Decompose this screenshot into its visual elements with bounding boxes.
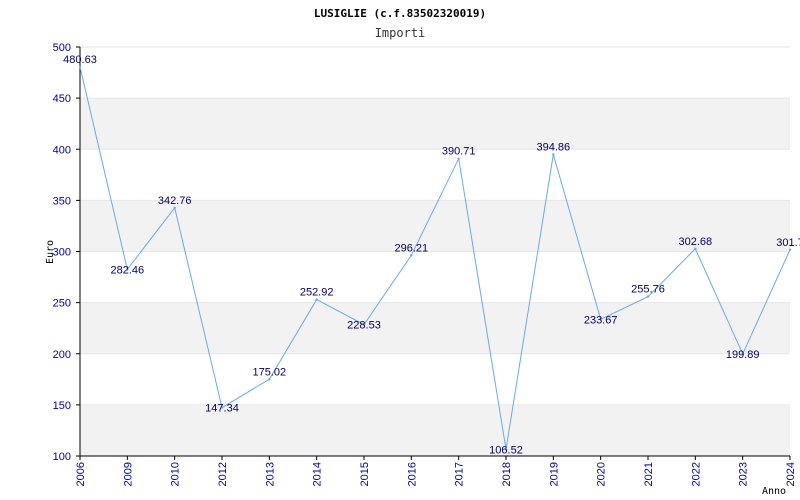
y-tick-label: 200 <box>53 349 71 361</box>
x-tick-label: 2017 <box>454 462 466 486</box>
data-label: 228.53 <box>347 320 381 332</box>
data-point <box>694 247 697 250</box>
data-label: 296.21 <box>395 242 429 254</box>
data-point <box>362 323 366 326</box>
data-label: 199.89 <box>726 349 760 361</box>
plot-background-bands <box>80 98 790 456</box>
y-tick-label: 500 <box>53 42 71 54</box>
y-tick-label: 250 <box>53 298 71 310</box>
x-tick-label: 2022 <box>690 462 702 486</box>
chart-subtitle: Importi <box>375 26 426 40</box>
y-tick-label: 150 <box>53 400 71 412</box>
x-tick-label: 2015 <box>359 462 371 486</box>
data-label: 282.46 <box>111 264 145 276</box>
data-point <box>599 318 602 321</box>
data-point <box>504 448 508 451</box>
x-tick-label: 2013 <box>264 462 276 486</box>
data-point <box>741 352 744 356</box>
series-line <box>79 66 791 450</box>
x-tick-label: 2018 <box>501 462 513 486</box>
grid-band <box>80 200 790 252</box>
data-point <box>552 153 555 156</box>
x-tick-label: 2020 <box>596 462 608 486</box>
data-point <box>788 248 792 251</box>
data-point <box>410 254 413 257</box>
y-axis-title: Euro <box>45 240 56 264</box>
grid-band <box>80 404 790 456</box>
data-label: 252.92 <box>300 287 334 299</box>
data-point <box>646 295 650 298</box>
chart-title: LUSIGLIE (c.f.83502320019) <box>314 7 486 20</box>
x-tick-label: 2019 <box>548 462 560 486</box>
x-tick-label: 2021 <box>643 462 655 486</box>
x-tick-label: 2016 <box>406 462 418 486</box>
data-label: 175.02 <box>253 366 287 378</box>
data-point <box>315 298 318 301</box>
grid-band <box>80 98 790 150</box>
data-label: 394.86 <box>537 142 571 154</box>
data-point <box>268 378 271 381</box>
y-tick-label: 100 <box>53 451 71 463</box>
data-label: 342.76 <box>158 195 192 207</box>
x-tick-label: 2010 <box>170 462 182 486</box>
data-label: 233.67 <box>584 314 618 326</box>
data-label: 106.52 <box>489 444 523 456</box>
data-point <box>220 406 224 409</box>
data-point <box>126 268 129 271</box>
y-tick-labels: 100 150 200 250 300 350 400 450 500 <box>53 42 80 463</box>
y-tick-label: 300 <box>53 247 71 259</box>
data-label: 480.63 <box>63 54 97 66</box>
data-label: 302.68 <box>679 236 713 248</box>
x-tick-label: 2023 <box>738 462 750 486</box>
x-tick-label: 2009 <box>122 462 134 486</box>
x-tick-label: 2006 <box>75 462 87 486</box>
grid-band <box>80 302 790 354</box>
x-tick-label: 2012 <box>217 462 229 486</box>
data-point <box>457 157 460 160</box>
data-label: 147.34 <box>205 403 239 415</box>
x-axis-title: Anno <box>762 486 786 497</box>
x-tick-label: 2014 <box>312 462 324 486</box>
y-tick-label: 350 <box>53 195 71 207</box>
data-point <box>78 65 82 69</box>
data-label: 255.76 <box>631 284 665 296</box>
data-point <box>173 206 176 209</box>
data-label: 301.7 <box>776 237 800 249</box>
x-tick-label: 2024 <box>785 462 797 486</box>
x-tick-labels: 2006 2009 2010 2012 2013 2014 2015 2016 2017 2018… <box>75 456 797 486</box>
y-tick-label: 450 <box>53 93 71 105</box>
y-tick-label: 400 <box>53 144 71 156</box>
data-labels: 480.63 282.46 342.76 147.34 175.02 252.92 228.… <box>63 54 800 457</box>
data-label: 390.71 <box>442 146 476 158</box>
